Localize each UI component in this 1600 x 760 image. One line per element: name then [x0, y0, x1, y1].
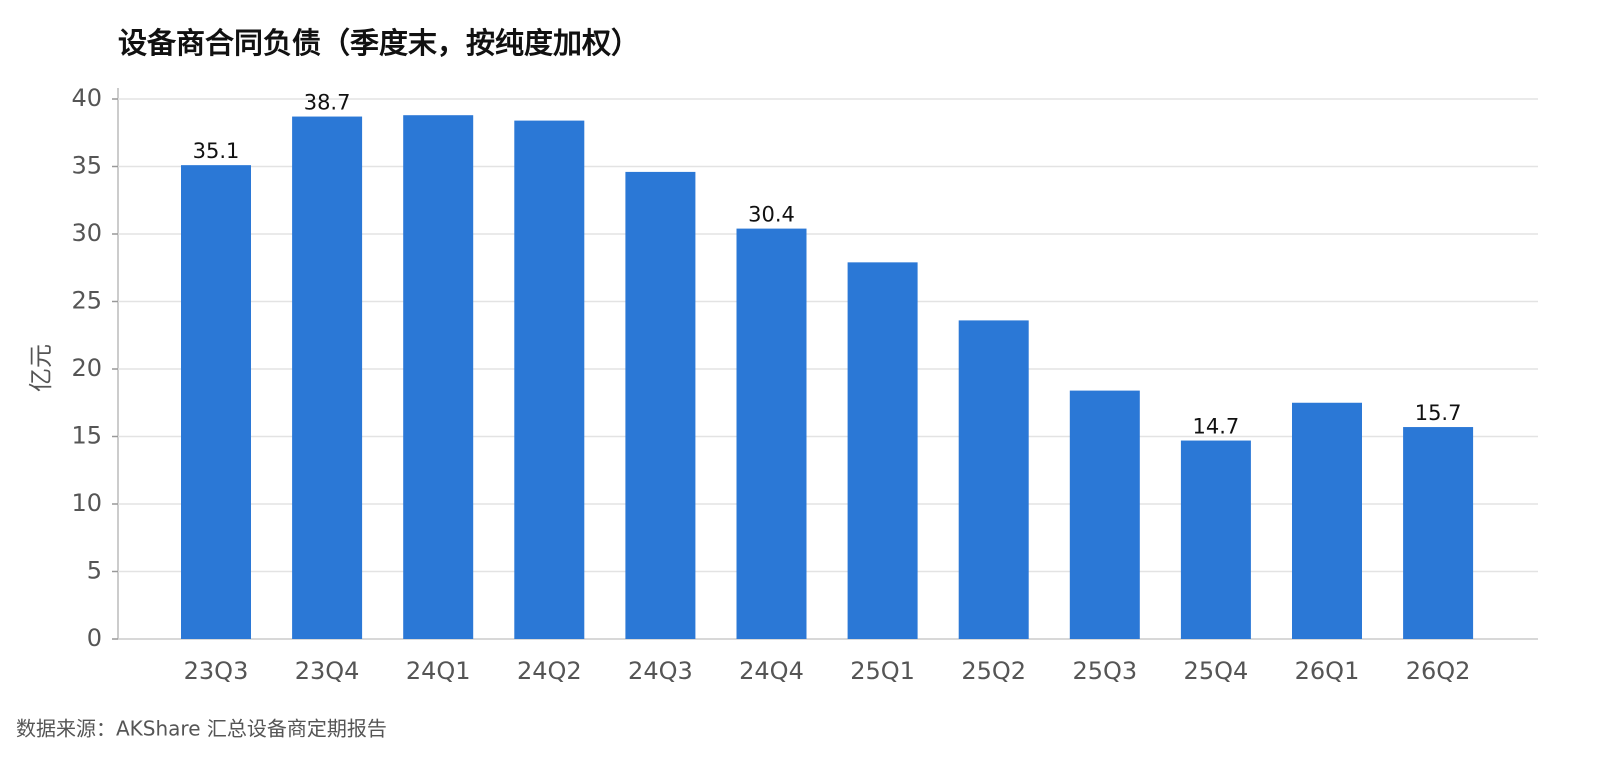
y-tick-label: 15: [71, 422, 102, 450]
bar: [1180, 440, 1251, 639]
y-tick-label: 0: [87, 624, 102, 652]
bar: [403, 115, 474, 639]
x-tick-label: 23Q4: [295, 657, 360, 685]
y-tick-label: 25: [71, 287, 102, 315]
y-tick-label: 10: [71, 489, 102, 517]
bar: [1069, 390, 1140, 639]
y-tick-label: 40: [71, 84, 102, 112]
data-label: 30.4: [748, 203, 795, 227]
y-tick-label: 20: [71, 354, 102, 382]
x-tick-label: 25Q3: [1072, 657, 1137, 685]
bar: [181, 165, 251, 639]
bar: [1403, 427, 1474, 639]
x-tick-label: 24Q1: [406, 657, 471, 685]
x-tick-label: 26Q2: [1406, 657, 1471, 685]
x-tick-label: 25Q1: [850, 657, 915, 685]
bar: [1292, 402, 1362, 639]
y-tick-label: 5: [87, 557, 102, 585]
y-axis-label: 亿元: [27, 344, 55, 392]
source-note: 数据来源：AKShare 汇总设备商定期报告: [16, 717, 387, 741]
x-tick-label: 26Q1: [1295, 657, 1360, 685]
y-tick-label: 35: [71, 152, 102, 180]
bar: [514, 120, 585, 640]
x-tick-label: 25Q2: [961, 657, 1026, 685]
bar: [847, 262, 918, 639]
data-label: 15.7: [1415, 401, 1462, 425]
y-tick-label: 30: [71, 219, 102, 247]
chart-title: 设备商合同负债（季度末，按纯度加权）: [118, 26, 640, 60]
bar: [736, 228, 807, 639]
data-label: 14.7: [1193, 415, 1240, 439]
bar: [958, 320, 1029, 639]
x-tick-label: 24Q2: [517, 657, 582, 685]
x-tick-label: 24Q4: [739, 657, 804, 685]
bar: [625, 171, 696, 639]
x-tick-label: 23Q3: [184, 657, 249, 685]
x-tick-label: 24Q3: [628, 657, 693, 685]
bar: [292, 116, 363, 640]
data-label: 35.1: [193, 139, 240, 163]
x-tick-label: 25Q4: [1184, 657, 1249, 685]
data-label: 38.7: [304, 91, 351, 115]
